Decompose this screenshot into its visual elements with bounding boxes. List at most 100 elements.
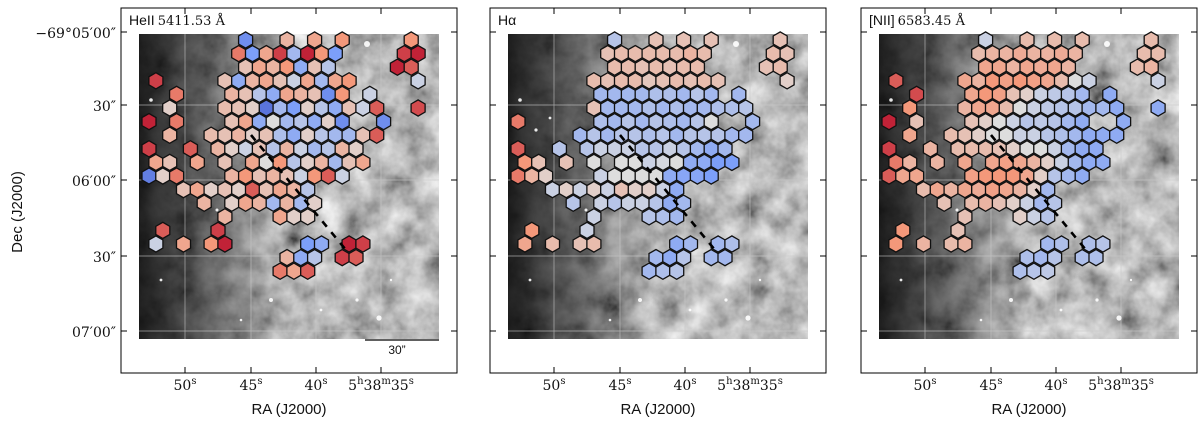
hex-bin [936,194,952,213]
hex-bin [648,31,664,49]
hex-bin [703,112,719,131]
hex-bin [634,194,650,213]
hex-bin [327,99,343,117]
hex-bin [984,44,1001,63]
hex-bin [682,44,699,63]
hex-bin [957,71,973,90]
hex-bin [210,221,226,240]
star [584,208,588,212]
hex-bin [510,167,526,185]
hex-bin [675,194,692,213]
hex-bin [313,44,330,63]
hex-bin [175,235,192,253]
panel-title-value: 5411.53 Å [158,13,226,29]
hex-bin [627,44,643,63]
hex-bin [675,31,692,49]
hex-bin [1019,112,1035,131]
hex-bin [971,99,987,117]
hex-bin [1046,167,1063,185]
hex-bin [593,167,609,185]
hex-bin [682,126,699,145]
hex-bin [888,235,904,253]
hex-bin [1074,167,1090,185]
hex-bin [957,235,973,253]
hex-bin [641,99,657,117]
hex-bin [510,112,526,131]
hex-bin [1012,207,1028,226]
hex-bin [627,153,643,172]
hex-bin [320,139,337,158]
hex-bin [724,99,740,117]
hex-bin [272,99,288,117]
hex-bin [703,248,719,267]
hex-bin [551,139,568,158]
hex-bin [1019,31,1035,49]
hex-bin [279,58,295,77]
hex-bin [669,262,685,281]
hex-bin [1074,85,1090,104]
hex-bin [544,235,561,253]
hex-bin [593,85,609,104]
hex-bin [320,58,337,77]
x-tick-label: 5h38m35s [717,376,783,394]
hex-bin [231,99,247,117]
hex-bin [334,139,350,158]
hex-bin [641,126,657,145]
hex-bin [286,180,302,199]
hex-bin [293,58,309,77]
panel-title: Hα [498,12,516,28]
hex-bin [669,153,685,172]
hex-bin [1067,71,1083,90]
hex-bin [648,248,664,267]
hex-bin [1019,85,1035,104]
hex-bin [237,112,254,131]
hex-bin [620,85,637,104]
panel-frame [860,7,1198,374]
hex-bin [724,235,740,253]
hex-bin [306,194,323,213]
hex-bin [613,180,630,199]
hex-bin [606,139,623,158]
hex-bin [779,71,795,90]
hex-bin [286,207,302,226]
hex-bin [620,58,637,77]
panel-title: HeII 5411.53 Å [129,12,226,29]
hex-bin [998,99,1014,117]
hex-bin [300,262,316,281]
hex-bin [627,99,643,117]
hex-bin [341,99,357,117]
hex-bin [265,194,281,213]
hex-bin [744,112,761,131]
hex-bin [286,44,302,63]
hex-bin [620,112,637,131]
hex-bin [710,153,726,172]
hex-bin [758,58,775,77]
star [758,278,762,282]
hex-bin [1033,139,1049,158]
hex-bin [327,126,343,145]
hex-bin [1074,112,1090,131]
hex-bin [977,167,994,185]
panel-1: HeII 5411.53 Å 50s 45s 40s 5h38m35s RA (J2000)… [120,7,458,418]
hex-bin [224,194,240,213]
hex-bin [1026,153,1042,172]
hex-bin [362,85,378,104]
hex-bin [348,248,364,267]
hex-bin [237,85,254,104]
hex-bin [682,99,699,117]
hex-bin [634,167,650,185]
hex-bin [971,71,987,90]
hex-bin [334,248,350,267]
hex-bin [1019,58,1035,77]
star [389,278,393,282]
hex-bin [217,71,233,90]
hex-bin [251,112,268,131]
hex-bin [655,71,671,90]
hex-bin [1012,262,1028,281]
x-tick-label: 5h38m35s [348,376,414,394]
hex-bin [1046,112,1063,131]
hex-bin [1026,180,1042,199]
y-tick-labels: −69°05′00″ 30″ 06′00″ 30″ 07′00″ [35,26,116,341]
hex-bin [1046,248,1063,267]
hex-bin [1026,262,1042,281]
